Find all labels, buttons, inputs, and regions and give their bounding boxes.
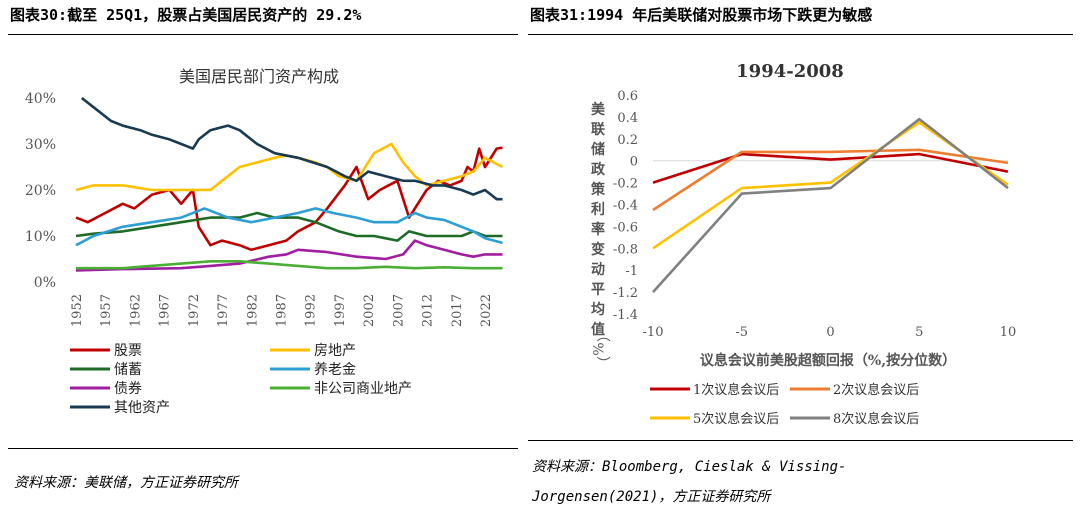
y-tick-label: -1.2	[613, 286, 638, 301]
legend-label: 8次议息会议后	[833, 411, 919, 427]
right-source-rule	[528, 440, 1073, 441]
y-axis-label-char: 利	[591, 201, 605, 218]
left-source: 资料来源：美联储，方正证券研究所	[14, 475, 238, 491]
x-tick-label: 2022	[479, 294, 494, 327]
x-tick-label: 2017	[450, 294, 465, 327]
y-axis-label-char: （	[594, 328, 610, 342]
y-axis-label-char: 储	[590, 141, 605, 158]
y-tick-label: 20%	[25, 183, 56, 199]
y-tick-label: -1.4	[613, 308, 638, 323]
chart-title: 1994-2008	[736, 61, 844, 82]
series-line	[75, 211, 503, 242]
left-source-rule	[8, 448, 518, 449]
series-line	[652, 121, 1009, 250]
y-tick-label: 30%	[25, 137, 56, 153]
x-tick-label: 1982	[245, 294, 260, 327]
y-axis-label-char: 值	[591, 321, 605, 338]
right-title-rule	[528, 34, 1073, 35]
y-axis-label-char: 政	[591, 161, 606, 178]
y-axis-label-char: 联	[591, 122, 606, 138]
asset-composition-chart: 美国居民部门资产构成 0% 10% 20% 30% 40% 1952 1957 1962 19…	[25, 67, 504, 416]
series-line	[80, 96, 503, 201]
x-tick-label: 1992	[304, 294, 319, 327]
y-axis-label-char: 动	[591, 261, 605, 278]
left-title-rule	[8, 34, 518, 35]
x-tick-label: 2002	[362, 294, 377, 327]
x-axis-label: 议息会议前美股超额回报（%,按分位数）	[700, 352, 956, 369]
y-axis-label-char: 策	[590, 181, 606, 198]
legend-label: 养老金	[314, 362, 356, 378]
y-tick-label: 0.6	[617, 89, 638, 104]
x-tick-label: -10	[643, 325, 664, 340]
x-tick-label: 0	[826, 325, 834, 340]
y-tick-label: -0.2	[613, 177, 638, 192]
legend-label: 1次议息会议后	[693, 382, 779, 398]
series-line	[652, 152, 1009, 184]
y-tick-label: -1	[625, 264, 638, 279]
legend-label: 5次议息会议后	[693, 411, 779, 427]
legend-label: 房地产	[314, 343, 356, 359]
y-axis-label-char: 美	[591, 101, 606, 118]
y-axis-label-char: 率	[591, 221, 605, 238]
y-tick-label: -0.4	[613, 199, 638, 214]
x-tick-label: 1962	[128, 294, 143, 327]
x-tick-label: 2007	[391, 294, 406, 327]
legend-label: 其他资产	[114, 400, 170, 416]
y-axis-label-char: 平	[591, 282, 605, 298]
y-axis-label-char: ）	[594, 356, 610, 370]
x-tick-label: -5	[735, 325, 748, 340]
x-tick-label: 5	[915, 325, 923, 340]
x-tick-label: 10	[1000, 325, 1017, 340]
x-tick-label: 1967	[158, 294, 173, 327]
y-tick-label: 10%	[25, 229, 56, 245]
y-axis-label-char: 变	[591, 241, 605, 258]
y-tick-label: -0.8	[613, 242, 638, 257]
x-tick-label: 1972	[187, 294, 202, 327]
y-axis-label-char: 均	[591, 301, 605, 318]
right-source-line2: Jorgensen(2021)，方正证券研究所	[532, 489, 771, 505]
right-source: 资料来源：Bloomberg, Cieslak & Vissing- Jorge…	[532, 452, 846, 512]
series-line	[652, 148, 1009, 212]
legend-label: 储蓄	[114, 362, 142, 378]
x-tick-label: 1957	[99, 294, 114, 327]
legend-label: 非公司商业地产	[314, 381, 412, 397]
series-line	[652, 117, 1009, 293]
y-tick-label: 0	[630, 155, 638, 170]
right-source-line1: 资料来源：Bloomberg, Cieslak & Vissing-	[532, 459, 847, 475]
series-line	[75, 207, 503, 247]
series-line	[75, 142, 504, 192]
legend-label: 2次议息会议后	[833, 382, 919, 398]
left-figure-title: 图表30:截至 25Q1，股票占美国居民资产的 29.2%	[10, 6, 362, 24]
x-tick-label: 2012	[421, 294, 436, 327]
x-tick-label: 1952	[70, 294, 85, 327]
legend-label: 债券	[114, 381, 142, 397]
x-tick-label: 1987	[275, 294, 290, 327]
right-figure-title: 图表31:1994 年后美联储对股票市场下跌更为敏感	[530, 6, 873, 24]
y-tick-label: 0.2	[617, 133, 638, 148]
series-line	[76, 260, 503, 270]
y-tick-label: 40%	[25, 91, 56, 107]
x-tick-label: 1997	[333, 294, 348, 327]
y-tick-label: -0.6	[613, 220, 638, 235]
x-tick-label: 1977	[216, 294, 231, 327]
series-line	[75, 239, 503, 272]
chart-title: 美国居民部门资产构成	[179, 67, 339, 86]
y-axis-label-char: %	[589, 342, 605, 355]
series-line	[75, 146, 503, 252]
legend-label: 股票	[114, 343, 142, 359]
y-tick-label: 0.4	[617, 111, 638, 126]
y-tick-label: 0%	[34, 275, 56, 291]
